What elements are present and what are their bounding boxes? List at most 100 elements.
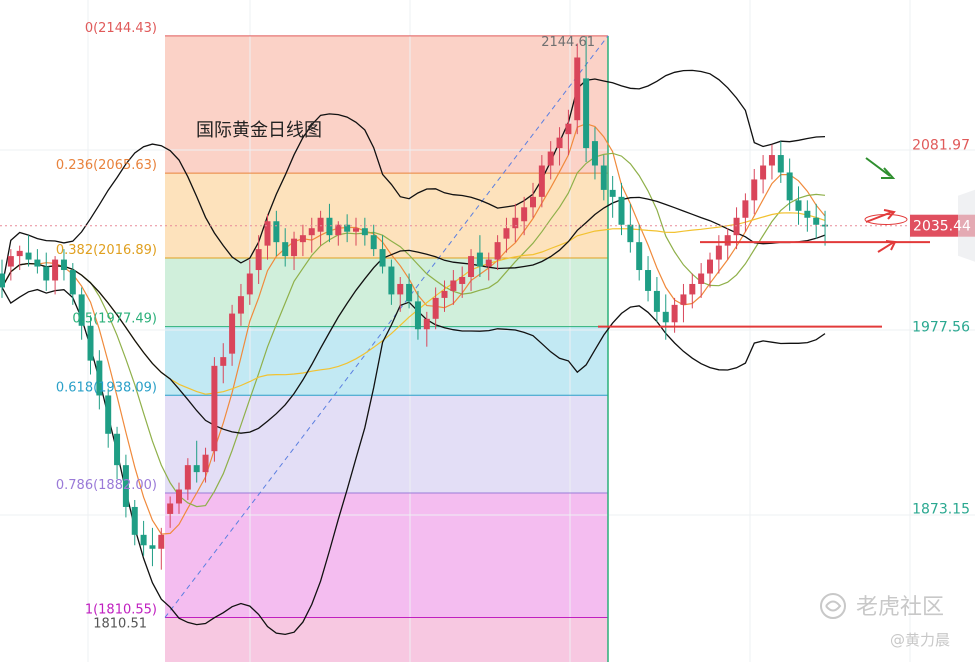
candle-body [521,207,528,222]
candle-body [140,534,147,546]
fib-trend-line [164,35,609,618]
candle-body [220,357,227,366]
candle-body [353,228,359,232]
fib-level-label: 0(2144.43) [85,21,157,36]
candle-body [87,325,94,361]
fib-level-label: 1(1810.55) [85,602,157,617]
candle-body [43,266,50,281]
candle-body [246,273,253,295]
candle-body [60,259,67,271]
candle-body [689,283,696,295]
candle-body [184,465,191,490]
candle-body [627,224,634,243]
candle-body [423,318,430,330]
candle-body [715,245,722,260]
fib-band [165,395,608,494]
candle-body [158,534,165,549]
candle-body [653,290,660,312]
candle-body [122,465,129,507]
candle-body [698,273,705,284]
ma5-line [1,123,826,535]
fib-level-label: 0.236(2065.63) [56,158,157,173]
candle-body [583,78,590,149]
candle-body [804,210,811,218]
price-axis-label: 2081.97 [912,138,970,154]
fib-level-label: 0.5(1977.49) [72,312,157,327]
candle-body [264,221,271,246]
candle-body [176,489,182,504]
candles [0,36,829,570]
watermark-brand: 老虎社区 [856,595,944,620]
candle-body [707,259,713,274]
candle-body [237,296,244,314]
candle-body [0,273,5,288]
candle-body [450,280,457,291]
candle-body [414,301,421,330]
candle-body [131,506,138,535]
candle-body [78,294,85,326]
candle-body [299,235,306,243]
candle-body [7,256,14,267]
candle-body [724,235,731,246]
candle-body [34,259,41,267]
candle-body [193,465,200,473]
swing-high-label: 2144.61 [541,35,595,50]
candle-body [662,311,669,323]
ma10-line [1,152,826,508]
tiger-logo-icon [820,593,846,619]
fib-band [165,258,608,327]
candle-body [308,228,315,236]
candle-body [229,313,236,354]
candle-body [167,503,174,514]
scroll-handle [958,189,975,262]
candle-body [760,165,767,180]
candle-body [149,545,156,549]
bollinger-mid [1,196,826,434]
candle-body [476,252,483,267]
candle-body [326,217,333,236]
candle-body [565,123,572,135]
candle-body [16,250,23,257]
candle-body [105,395,112,434]
price-axis-label: 1873.15 [912,501,970,517]
candle-body [671,304,678,323]
candle-body [52,259,59,281]
candle-body [742,200,749,218]
candle-body [645,270,652,291]
candle-body [406,283,413,302]
fib-band [165,493,608,618]
candle-body [768,155,775,166]
fib-band [165,35,608,174]
candle-body [813,217,820,225]
swing-low-label: 1810.51 [93,616,147,631]
chart-title: 国际黄金日线图 [196,120,322,141]
indicator-lines [1,69,826,636]
candle-body [538,165,545,197]
down-arrow-icon [865,157,896,179]
candle-body [317,217,324,232]
candle-body [255,249,262,271]
candle-body [441,290,448,298]
candle-body [618,196,625,225]
annotations [0,157,930,328]
candle-body [202,454,209,473]
up-arrow-icon [877,240,897,253]
candle-body [361,228,368,236]
candle-body [503,228,510,239]
fib-level-label: 0.618(1938.09) [56,380,157,395]
candle-body [547,151,554,166]
candle-body [282,242,289,257]
candle-body [574,57,581,121]
candle-body [344,224,351,232]
fib-level-label: 0.786(1882.00) [56,478,157,493]
candle-body [432,297,439,319]
candle-body [636,242,643,271]
fibonacci-level-lines [164,35,609,662]
up-arrow-icon [865,209,896,223]
fib-band [165,617,608,662]
candle-body [485,259,492,267]
candle-body [530,196,536,208]
candle-body [25,252,32,260]
candle-body [96,360,103,396]
candle-body [388,266,395,295]
